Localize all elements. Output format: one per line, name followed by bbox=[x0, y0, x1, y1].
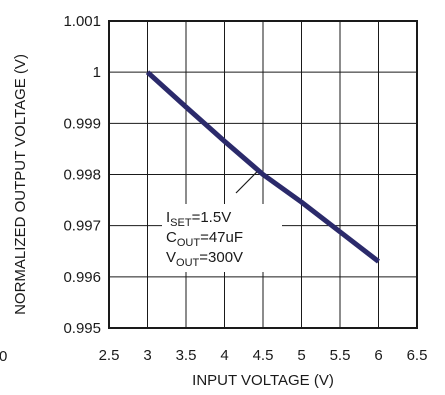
y-axis-ticks: 0.995 0.996 0.997 0.998 0.999 1 1.001 bbox=[63, 13, 101, 337]
x-tick-label: 6 bbox=[374, 347, 382, 364]
plot-frame bbox=[108, 20, 418, 329]
series-layer bbox=[145, 70, 381, 264]
x-tick-label: 5 bbox=[297, 347, 305, 364]
x-tick-label: 3.5 bbox=[176, 347, 197, 364]
y-tick-label: 0.999 bbox=[63, 115, 101, 132]
y-axis-label: NORMALIZED OUTPUT VOLTAGE (V) bbox=[12, 54, 29, 315]
clipped-left-label: 0 bbox=[0, 348, 7, 365]
x-tick-label: 6.5 bbox=[407, 347, 428, 364]
x-axis-label: INPUT VOLTAGE (V) bbox=[192, 372, 334, 389]
x-tick-label: 3 bbox=[143, 347, 151, 364]
series-line-0 bbox=[145, 70, 381, 264]
annotation-line: VOUT=300V bbox=[166, 249, 243, 269]
annotation-line: COUT=47uF bbox=[166, 229, 243, 249]
y-tick-label: 0.996 bbox=[63, 269, 101, 286]
x-tick-label: 4.5 bbox=[253, 347, 274, 364]
x-tick-label: 5.5 bbox=[330, 347, 351, 364]
annotation-background bbox=[162, 204, 282, 272]
y-tick-label: 0.995 bbox=[63, 320, 101, 337]
x-axis-ticks: 2.5 3 3.5 4 4.5 5 5.5 6 6.5 bbox=[99, 347, 428, 364]
annotation-pointer bbox=[235, 171, 258, 194]
annotation-line: ISET=1.5V bbox=[166, 209, 231, 229]
x-tick-label: 4 bbox=[220, 347, 228, 364]
y-tick-label: 0.997 bbox=[63, 218, 101, 235]
y-tick-label: 1 bbox=[93, 64, 101, 81]
x-tick-label: 2.5 bbox=[99, 347, 120, 364]
y-tick-label: 1.001 bbox=[63, 13, 101, 30]
y-tick-label: 0.998 bbox=[63, 167, 101, 184]
